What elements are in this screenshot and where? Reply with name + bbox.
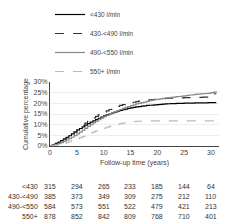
svg-text:<430 l/min: <430 l/min xyxy=(90,11,121,18)
svg-text:144: 144 xyxy=(178,183,190,190)
svg-text:490-<550: 490-<550 xyxy=(8,203,38,210)
svg-text:842: 842 xyxy=(98,213,110,219)
svg-text:852: 852 xyxy=(71,213,83,219)
svg-text:185: 185 xyxy=(151,183,163,190)
svg-text:550+: 550+ xyxy=(22,213,38,219)
svg-text:25: 25 xyxy=(180,149,188,156)
svg-text:110: 110 xyxy=(205,193,216,200)
svg-text:401: 401 xyxy=(205,213,217,219)
svg-text:15%: 15% xyxy=(34,110,48,117)
svg-text:10%: 10% xyxy=(34,121,48,128)
svg-text:710: 710 xyxy=(178,213,190,219)
svg-text:809: 809 xyxy=(124,213,136,219)
svg-text:5: 5 xyxy=(75,149,79,156)
svg-text:373: 373 xyxy=(71,193,83,200)
svg-text:768: 768 xyxy=(151,213,163,219)
svg-text:20: 20 xyxy=(153,149,161,156)
svg-text:294: 294 xyxy=(71,183,83,190)
svg-text:213: 213 xyxy=(205,203,217,210)
svg-text:430-<490: 430-<490 xyxy=(8,193,38,200)
svg-text:0%: 0% xyxy=(37,142,47,149)
svg-text:64: 64 xyxy=(207,183,215,190)
svg-text:522: 522 xyxy=(124,203,136,210)
svg-text:212: 212 xyxy=(178,193,190,200)
svg-text:430-<490 l/min: 430-<490 l/min xyxy=(90,30,134,37)
svg-text:15: 15 xyxy=(127,149,135,156)
svg-text:584: 584 xyxy=(44,203,56,210)
svg-text:275: 275 xyxy=(151,193,163,200)
svg-text:573: 573 xyxy=(71,203,83,210)
svg-text:490-<550 l/min: 490-<550 l/min xyxy=(90,49,134,56)
svg-text:315: 315 xyxy=(44,183,56,190)
svg-text:265: 265 xyxy=(98,183,110,190)
svg-text:550+ l/min: 550+ l/min xyxy=(90,68,121,75)
svg-text:<430: <430 xyxy=(22,183,38,190)
svg-text:10: 10 xyxy=(100,149,108,156)
svg-text:309: 309 xyxy=(124,193,136,200)
svg-text:Cumulative percentage: Cumulative percentage xyxy=(22,78,30,150)
svg-text:Follow-up time (years): Follow-up time (years) xyxy=(100,159,169,167)
svg-text:385: 385 xyxy=(44,193,56,200)
svg-text:878: 878 xyxy=(44,213,56,219)
svg-text:30: 30 xyxy=(207,149,215,156)
svg-text:551: 551 xyxy=(98,203,110,210)
svg-text:349: 349 xyxy=(98,193,110,200)
svg-text:25%: 25% xyxy=(34,89,48,96)
svg-text:0: 0 xyxy=(48,149,52,156)
svg-text:30%: 30% xyxy=(34,78,48,85)
svg-text:421: 421 xyxy=(178,203,190,210)
svg-text:479: 479 xyxy=(151,203,163,210)
svg-text:20%: 20% xyxy=(34,100,48,107)
svg-text:5%: 5% xyxy=(37,132,47,139)
svg-text:233: 233 xyxy=(124,183,136,190)
